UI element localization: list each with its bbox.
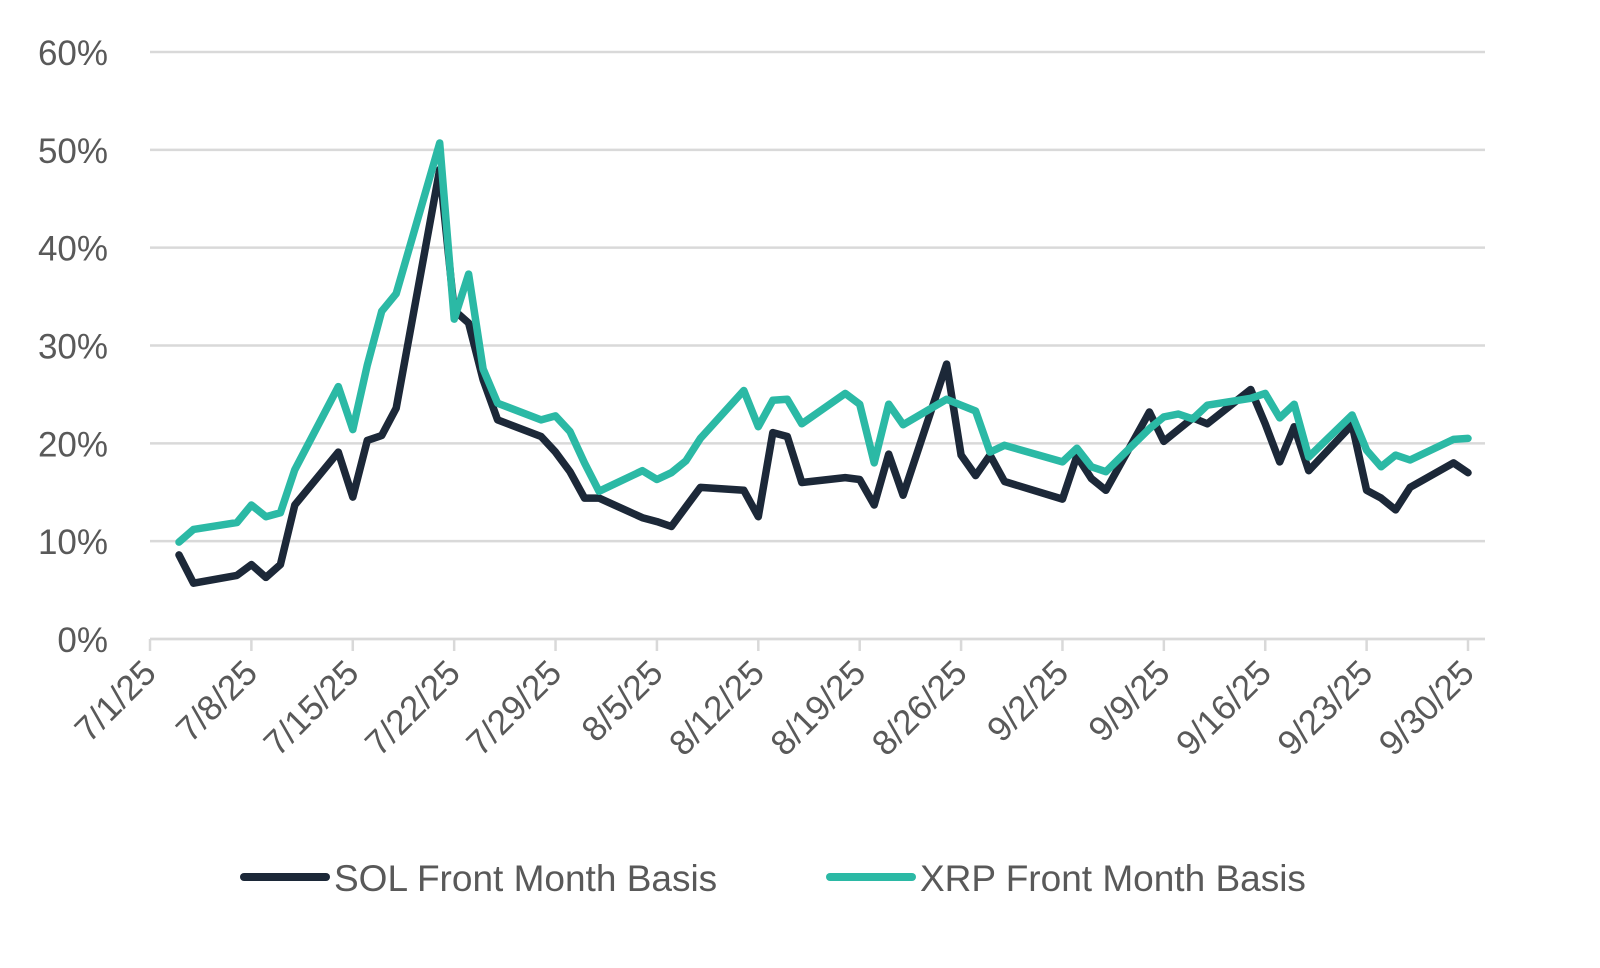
x-tick-label: 8/19/25 bbox=[763, 653, 873, 763]
y-tick-label: 40% bbox=[38, 230, 108, 269]
y-tick-label: 10% bbox=[38, 523, 108, 562]
x-tick-label: 9/9/25 bbox=[1081, 653, 1177, 749]
x-tick-label: 7/29/25 bbox=[459, 653, 569, 763]
series-line-sol bbox=[179, 169, 1468, 583]
legend: SOL Front Month Basis XRP Front Month Ba… bbox=[244, 858, 1306, 899]
x-tick-label: 9/23/25 bbox=[1270, 653, 1380, 763]
series-lines bbox=[179, 143, 1468, 583]
y-axis-ticks: 0% 10% 20% 30% 40% 50% 60% bbox=[38, 34, 108, 660]
x-tick-label: 9/2/25 bbox=[980, 653, 1076, 749]
y-tick-label: 60% bbox=[38, 34, 108, 73]
y-tick-label: 20% bbox=[38, 425, 108, 464]
x-tick-label: 9/16/25 bbox=[1169, 653, 1279, 763]
x-tick-label: 7/15/25 bbox=[256, 653, 366, 763]
x-tick-label: 9/30/25 bbox=[1372, 653, 1482, 763]
legend-label-xrp: XRP Front Month Basis bbox=[920, 858, 1306, 899]
y-tick-label: 50% bbox=[38, 132, 108, 171]
x-tick-label: 8/5/25 bbox=[574, 653, 670, 749]
x-tick-label: 7/8/25 bbox=[169, 653, 265, 749]
y-tick-label: 30% bbox=[38, 328, 108, 367]
x-tick-label: 7/22/25 bbox=[358, 653, 468, 763]
x-tick-label: 7/1/25 bbox=[67, 653, 163, 749]
legend-label-sol: SOL Front Month Basis bbox=[334, 858, 717, 899]
x-tick-label: 8/12/25 bbox=[662, 653, 772, 763]
x-tick-label: 8/26/25 bbox=[865, 653, 975, 763]
gridlines bbox=[150, 52, 1485, 639]
y-tick-label: 0% bbox=[57, 621, 108, 660]
